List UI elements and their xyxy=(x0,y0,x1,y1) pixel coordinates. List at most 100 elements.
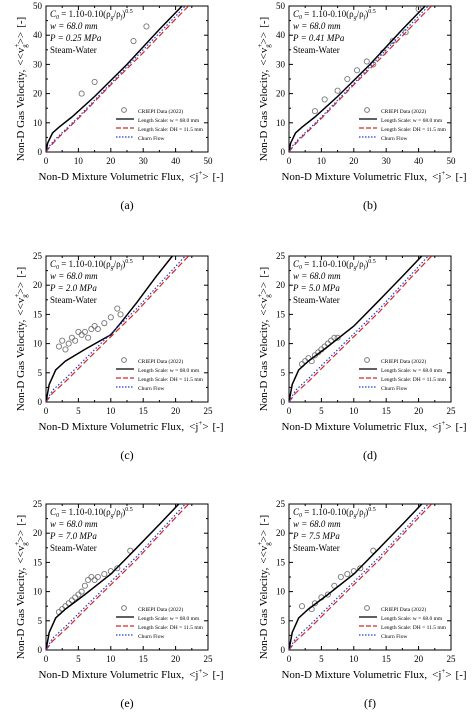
y-tick-label: 15 xyxy=(276,309,286,319)
y-tick-label: 0 xyxy=(38,645,43,655)
data-point xyxy=(85,334,92,341)
x-tick-label: 20 xyxy=(414,654,424,664)
data-point xyxy=(331,582,338,589)
x-tick-label: 0 xyxy=(44,654,49,664)
y-tick-label: 40 xyxy=(276,30,286,40)
series-line xyxy=(289,504,423,650)
data-point xyxy=(344,571,351,578)
chart-panel: 0 5 10 15 20 25 0 5 10 15 20 25 C0 = 1.10-0.10(ρg/ρf… xyxy=(256,499,467,710)
fluid-label: Steam-Water xyxy=(50,295,97,305)
chart-panel: 0 5 10 15 20 25 0 5 10 15 20 25 C0 = 1.10-0.10(ρg/ρf… xyxy=(13,251,224,462)
data-point xyxy=(415,6,422,12)
legend-label: CRIEPI Data (2022) xyxy=(381,358,426,365)
width-label: w = 68.0 mm xyxy=(293,21,341,31)
x-tick-label: 20 xyxy=(171,654,181,664)
fluid-label: Steam-Water xyxy=(50,45,97,55)
legend-marker xyxy=(121,605,127,611)
legend-label: Churn Flow xyxy=(138,136,164,142)
y-tick-label: 25 xyxy=(33,499,43,509)
data-point xyxy=(88,325,95,333)
data-point xyxy=(357,565,364,572)
panel-label: (b) xyxy=(363,198,377,212)
series-line xyxy=(289,6,426,152)
correlation-label: C0 = 1.10-0.10(ρg/ρf)0.5 xyxy=(293,259,376,271)
y-tick-label: 50 xyxy=(33,1,43,11)
plot-area xyxy=(289,6,433,152)
y-axis-title: Non-D Gas Velocity,<<v+g>>[-] xyxy=(13,515,29,659)
legend-marker xyxy=(364,605,370,611)
data-point xyxy=(55,343,63,350)
data-point xyxy=(59,337,66,344)
data-point xyxy=(117,311,124,318)
legend-marker xyxy=(121,107,127,113)
y-tick-label: 10 xyxy=(33,118,43,128)
x-axis-title: Non-D Mixture Volumetric Flux, <j+> [-] xyxy=(281,169,466,183)
y-axis-title: Non-D Gas Velocity,<<v+g>>[-] xyxy=(256,17,272,161)
x-tick-label: 25 xyxy=(204,406,214,416)
y-tick-label: 0 xyxy=(281,397,286,407)
series-line xyxy=(289,256,433,402)
width-label: w = 68.0 mm xyxy=(293,519,341,529)
legend-label: Length Scale: w = 68.0 mm xyxy=(381,368,443,374)
x-tick-label: 10 xyxy=(106,654,116,664)
data-point xyxy=(311,600,318,607)
pressure-label: P = 0.25 MPa xyxy=(49,33,102,43)
legend-label: Churn Flow xyxy=(381,634,407,640)
y-tick-label: 20 xyxy=(33,89,43,99)
data-point xyxy=(91,78,98,85)
x-tick-label: 0 xyxy=(44,406,49,416)
legend-label: CRIEPI Data (2022) xyxy=(138,108,183,115)
width-label: w = 68.0 mm xyxy=(50,519,98,529)
x-axis-title: Non-D Mixture Volumetric Flux, <j+> [-] xyxy=(281,419,466,433)
legend-label: Length Scale: DH = 11.5 mm xyxy=(381,377,447,383)
series-line xyxy=(289,256,423,402)
series-line xyxy=(46,6,183,152)
y-tick-label: 5 xyxy=(281,616,286,626)
x-tick-label: 10 xyxy=(349,406,359,416)
panel-label: (c) xyxy=(120,448,133,462)
y-tick-label: 30 xyxy=(33,59,43,69)
correlation-label: C0 = 1.10-0.10(ρg/ρf)0.5 xyxy=(50,9,133,21)
data-point xyxy=(81,328,88,335)
y-tick-label: 20 xyxy=(276,280,286,290)
x-tick-label: 50 xyxy=(447,156,457,166)
data-point xyxy=(94,573,101,581)
plot-area xyxy=(289,256,433,402)
y-tick-label: 0 xyxy=(281,147,286,157)
x-tick-label: 5 xyxy=(319,406,324,416)
y-tick-label: 0 xyxy=(38,397,43,407)
x-tick-label: 5 xyxy=(76,654,81,664)
x-axis-title: Non-D Mixture Volumetric Flux, <j+> [-] xyxy=(281,667,466,681)
plot-area xyxy=(46,504,190,650)
y-tick-label: 40 xyxy=(33,30,43,40)
x-tick-label: 0 xyxy=(287,406,292,416)
y-tick-label: 25 xyxy=(276,251,286,261)
data-point xyxy=(78,588,85,595)
x-tick-label: 50 xyxy=(204,156,214,166)
x-tick-label: 20 xyxy=(171,406,181,416)
y-tick-label: 25 xyxy=(33,251,43,261)
data-point xyxy=(114,305,121,312)
data-point xyxy=(114,565,121,572)
data-point xyxy=(62,346,69,353)
y-tick-label: 0 xyxy=(281,645,286,655)
chart-panel: 0 5 10 15 20 25 0 5 10 15 20 25 C0 = 1.10-0.10(ρg/ρf… xyxy=(256,251,467,462)
data-point xyxy=(344,75,351,83)
x-tick-label: 10 xyxy=(349,654,359,664)
panel-label: (d) xyxy=(363,448,377,462)
y-tick-label: 10 xyxy=(276,118,286,128)
series-line xyxy=(46,256,190,402)
fluid-label: Steam-Water xyxy=(293,295,340,305)
y-tick-label: 10 xyxy=(33,587,43,597)
data-point xyxy=(78,331,85,338)
data-point xyxy=(353,67,361,74)
data-point xyxy=(334,87,341,94)
x-tick-label: 20 xyxy=(349,156,359,166)
y-tick-label: 20 xyxy=(276,528,286,538)
legend-label: Length Scale: DH = 11.5 mm xyxy=(381,127,447,133)
legend-label: CRIEPI Data (2022) xyxy=(138,358,183,365)
data-point xyxy=(311,108,318,115)
x-tick-label: 25 xyxy=(447,406,457,416)
x-axis-title: Non-D Mixture Volumetric Flux, <j+> [-] xyxy=(38,169,223,183)
